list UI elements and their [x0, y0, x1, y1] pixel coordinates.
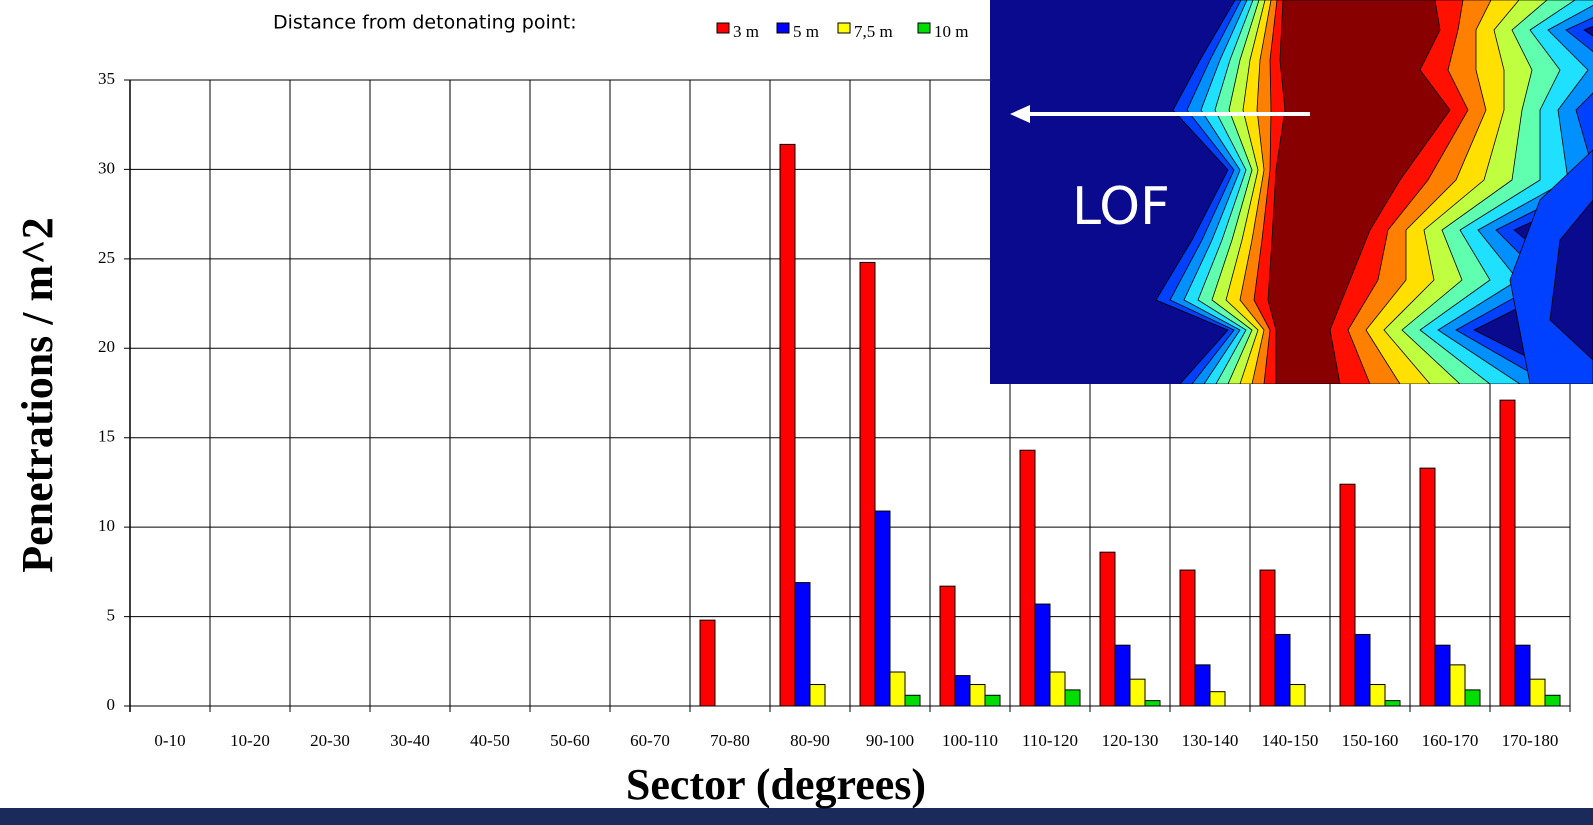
bar	[1034, 603, 1051, 707]
x-tick-label: 20-30	[310, 731, 350, 750]
x-tick-label: 50-60	[550, 731, 590, 750]
legend-label: 7,5 m	[854, 22, 893, 41]
bar	[699, 619, 716, 707]
legend-label: 3 m	[733, 22, 759, 41]
legend-swatch	[837, 22, 851, 34]
y-axis-title: Penetrations / m^2	[13, 217, 62, 573]
bar	[1274, 633, 1291, 707]
bar	[874, 510, 891, 707]
bar	[1259, 569, 1276, 707]
x-tick-label: 120-130	[1102, 731, 1159, 750]
x-tick-label: 170-180	[1502, 731, 1559, 750]
bar	[1289, 684, 1306, 707]
bar	[1369, 684, 1386, 707]
x-tick-label: 140-150	[1262, 731, 1319, 750]
inset-image: LOF	[990, 0, 1593, 384]
bar	[1129, 678, 1146, 707]
bar	[1194, 664, 1211, 707]
y-tick-label: 25	[98, 248, 115, 267]
bar	[1049, 671, 1066, 707]
inset-label: LOF	[1072, 177, 1170, 237]
bar	[1354, 633, 1371, 707]
y-tick-label: 30	[98, 158, 115, 177]
bar	[1449, 664, 1466, 707]
footer-band	[0, 808, 1593, 825]
legend-label: 10 m	[934, 22, 968, 41]
bar	[1019, 449, 1036, 707]
legend-swatch	[917, 22, 931, 34]
bar	[1514, 644, 1531, 707]
bar	[939, 585, 956, 707]
bar	[779, 143, 796, 707]
bar	[1434, 644, 1451, 707]
bar	[969, 684, 986, 707]
bar	[1114, 644, 1131, 707]
x-tick-label: 160-170	[1422, 731, 1479, 750]
bar	[1529, 678, 1546, 707]
bar	[809, 684, 826, 707]
x-tick-label: 130-140	[1182, 731, 1239, 750]
plot: 0 5 10 15 20 25 30 35 0-10 10-20 20-30 30-40 40-50 50…	[98, 69, 1571, 750]
x-tick-label: 100-110	[942, 731, 998, 750]
x-tick-label: 110-120	[1022, 731, 1078, 750]
bar	[1064, 689, 1081, 707]
x-tick-label: 0-10	[154, 731, 185, 750]
y-tick-label: 35	[98, 69, 115, 88]
bar	[1179, 569, 1196, 707]
bar	[1144, 700, 1161, 707]
y-tick-label: 20	[98, 337, 115, 356]
x-tick-label: 30-40	[390, 731, 430, 750]
x-tick-label: 150-160	[1342, 731, 1399, 750]
bar	[1544, 694, 1561, 707]
x-axis-title: Sector (degrees)	[626, 760, 926, 809]
bar	[1419, 467, 1436, 707]
bar	[984, 694, 1001, 707]
x-tick-label: 70-80	[710, 731, 750, 750]
legend-swatch	[716, 22, 730, 34]
y-tick-label: 5	[107, 605, 116, 624]
bar	[794, 582, 811, 707]
y-tick-label: 15	[98, 427, 115, 446]
x-tick-label: 10-20	[230, 731, 270, 750]
bar	[1099, 551, 1116, 707]
bar	[1209, 691, 1226, 707]
y-tick-label: 10	[98, 516, 115, 535]
x-tick-label: 60-70	[630, 731, 670, 750]
bar	[859, 261, 876, 707]
arrow-head	[1010, 105, 1030, 123]
bar	[954, 675, 971, 707]
x-tick-label: 40-50	[470, 731, 510, 750]
x-tick-label: 90-100	[866, 731, 914, 750]
heatmap-contour	[1549, 199, 1593, 361]
bar	[1499, 399, 1516, 707]
heatmap	[990, 0, 1593, 384]
y-tick-label: 0	[107, 695, 116, 714]
bar	[1464, 689, 1481, 707]
heatmap-contour	[1267, 0, 1451, 384]
bar	[904, 694, 921, 707]
bar	[1384, 700, 1401, 707]
x-tick-label: 80-90	[790, 731, 830, 750]
bar	[889, 671, 906, 707]
legend-swatch	[776, 22, 790, 34]
legend-title: Distance from detonating point:	[273, 12, 577, 34]
bar	[1339, 483, 1356, 707]
legend-label: 5 m	[793, 22, 819, 41]
